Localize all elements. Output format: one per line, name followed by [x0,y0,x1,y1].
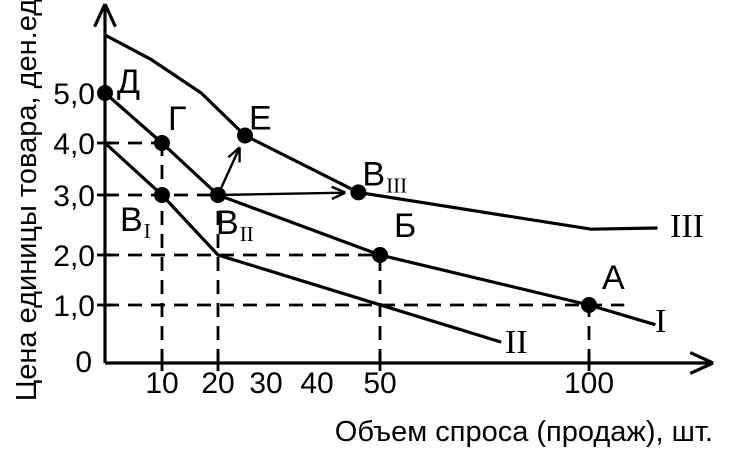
point-e [237,127,253,144]
y-tick-label-1: 1,0 [53,290,95,323]
y-tick-label-5: 5,0 [53,78,95,111]
point-d-label: Д [117,63,140,101]
shift-arrow-to-e-head [227,146,241,159]
point-b-label: Б [394,207,416,245]
x-tick-label-20: 20 [201,367,234,400]
curve-I [103,91,656,327]
curve-label-I: I [655,303,666,340]
y-tick-label-2: 2,0 [53,240,95,273]
x-axis-arrowhead [689,351,714,365]
point-v-ii [210,187,226,203]
y-axis-arrowhead [93,3,107,28]
point-g [154,135,170,151]
point-v-iii [350,184,367,201]
shift-arrow-to-v-iii [217,191,346,197]
x-tick-label-10: 10 [145,367,178,400]
x-axis-arrowhead [689,361,714,375]
curve-label-III: III [670,208,704,245]
shift-arrow-to-e [216,146,241,196]
curve-II [103,141,502,344]
point-b [372,247,388,263]
point-d [97,85,113,101]
point-e-label: Е [249,100,272,138]
origin-label: 0 [75,346,92,379]
point-v-iii-label: ВIII [362,155,407,197]
point-v-ii-label: ВII [216,204,254,246]
shift-arrow-to-v-iii-head [331,185,346,194]
point-v-i-label: ВI [120,201,151,243]
curve-label-II: II [505,324,528,361]
x-tick-label-30: 30 [249,367,282,400]
curve-III [104,33,658,231]
point-a [581,297,597,313]
y-tick-label-4: 4,0 [53,128,95,161]
x-tick-label-100: 100 [564,367,614,400]
x-tick-label-50: 50 [363,367,396,400]
point-a-label: А [602,259,625,297]
y-tick-label-3: 3,0 [53,180,95,213]
y-axis-title: Цена единицы товара, ден.ед. [11,0,43,401]
point-g-label: Г [168,100,186,138]
x-tick-label-40: 40 [300,367,333,400]
point-v-i [154,187,170,203]
shift-arrow-to-v-iii-head [331,191,346,201]
x-axis-title: Объем спроса (продаж), шт. [335,416,713,448]
y-axis-arrowhead [103,3,117,28]
